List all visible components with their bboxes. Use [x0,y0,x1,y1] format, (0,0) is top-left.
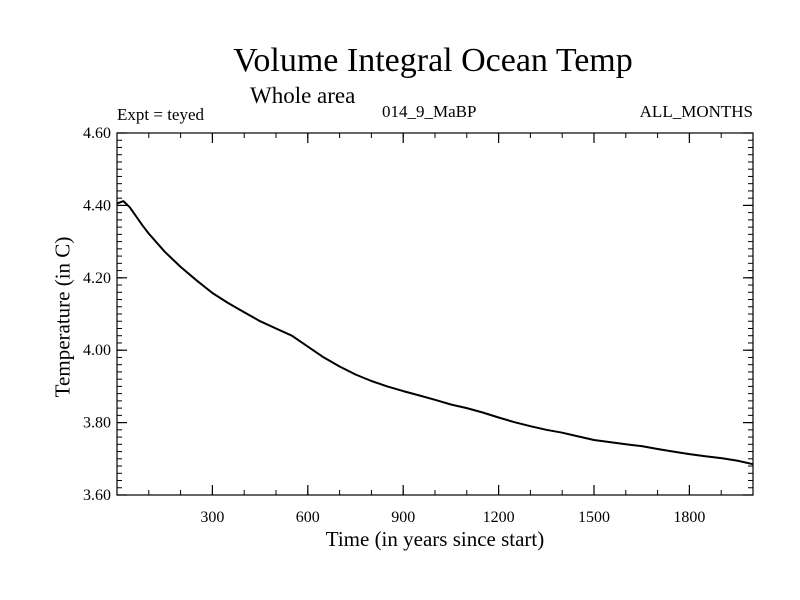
x-tick-label: 1500 [578,509,610,526]
x-tick-label: 1200 [483,509,515,526]
period-label: 014_9_MaBP [382,102,477,121]
x-axis-label: Time (in years since start) [325,527,545,551]
x-tick-label: 900 [391,509,415,526]
chart-subtitle: Whole area [250,83,356,108]
data-series-group [116,200,754,466]
y-tick-label: 4.40 [83,197,111,214]
chart-title: Volume Integral Ocean Temp [233,42,633,79]
y-tick-label: 3.80 [83,415,111,432]
experiment-label: Expt = teyed [117,105,205,124]
months-label: ALL_MONTHS [639,102,753,121]
axis-ticks [117,132,753,496]
x-tick-label: 1800 [673,509,705,526]
y-tick-label: 4.20 [83,270,111,287]
y-tick-label: 4.60 [83,125,111,142]
series-line [116,200,754,466]
y-tick-label: 4.00 [83,342,111,359]
plot-area-frame [116,132,754,496]
x-tick-label: 600 [296,509,320,526]
x-tick-label: 300 [200,509,224,526]
axis-tick-labels: 300 600 900 1200 1500 1800 3.60 3.80 4.00 4.20 4.4… [83,125,705,526]
y-tick-label: 3.60 [83,487,111,504]
